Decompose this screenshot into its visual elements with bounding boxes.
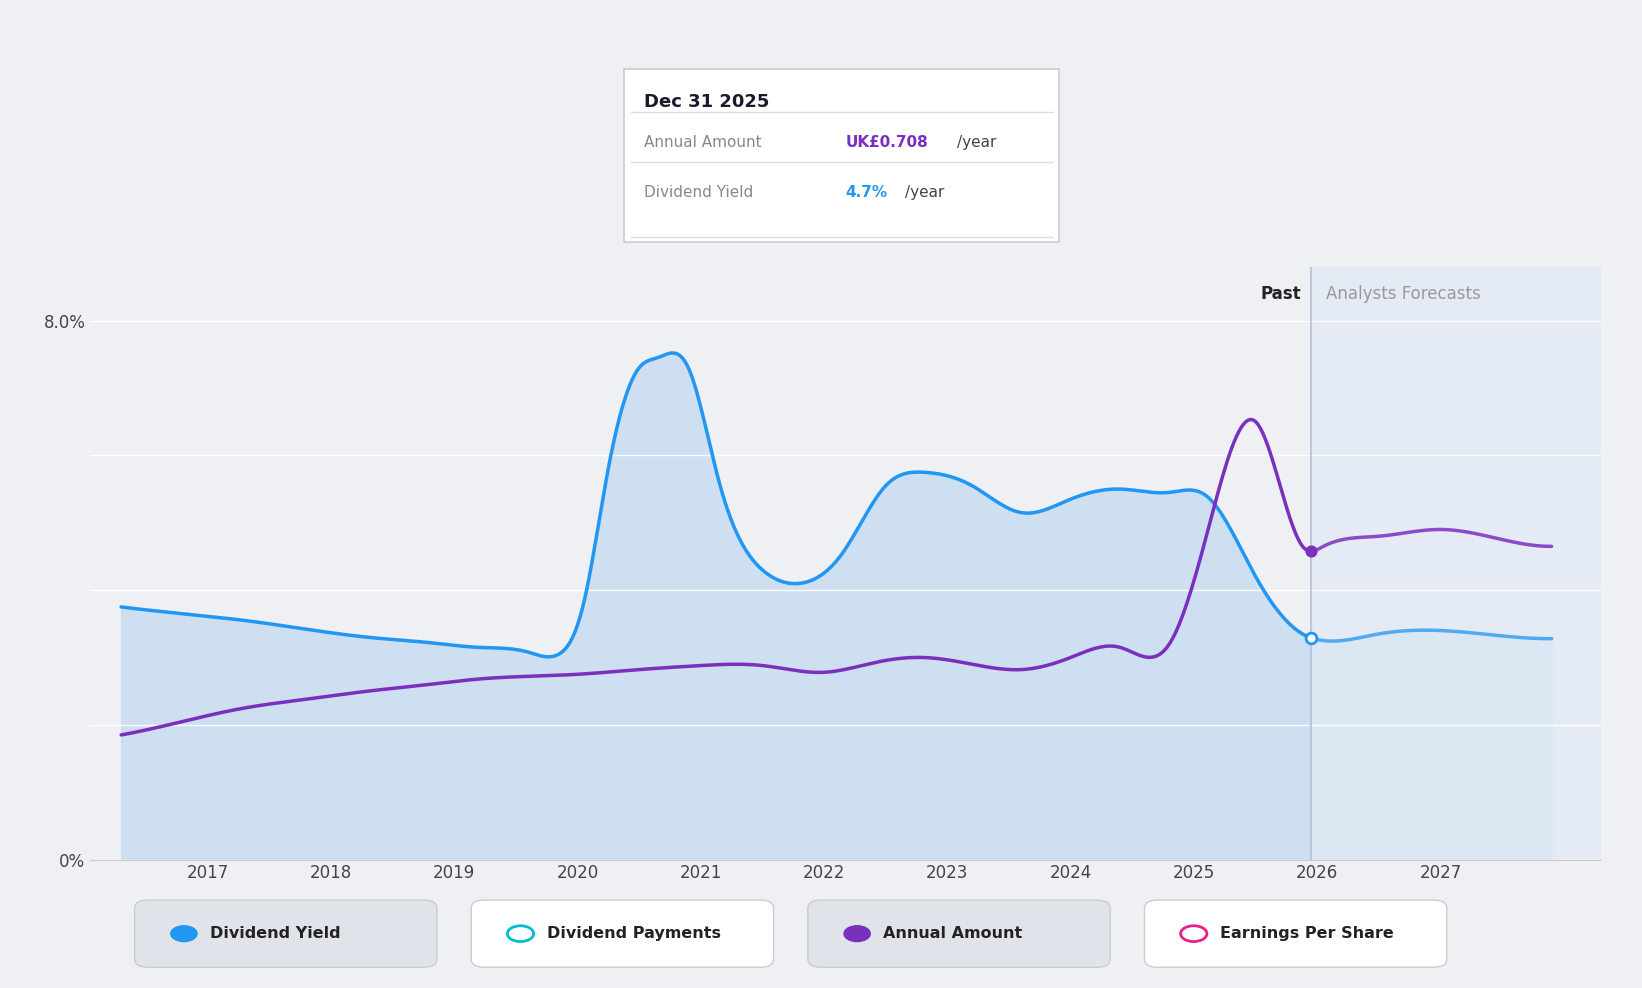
- Text: Dividend Payments: Dividend Payments: [547, 926, 721, 942]
- Text: 4.7%: 4.7%: [846, 185, 888, 200]
- Text: Dividend Yield: Dividend Yield: [644, 185, 754, 200]
- Bar: [1312, 267, 1601, 860]
- Text: /year: /year: [957, 135, 997, 150]
- Point: [1299, 543, 1325, 559]
- Text: Dec 31 2025: Dec 31 2025: [644, 93, 768, 111]
- Point: [1299, 630, 1325, 646]
- Text: UK£0.708: UK£0.708: [846, 135, 928, 150]
- Text: Annual Amount: Annual Amount: [883, 926, 1023, 942]
- Text: Dividend Yield: Dividend Yield: [210, 926, 342, 942]
- Text: /year: /year: [905, 185, 944, 200]
- Text: Earnings Per Share: Earnings Per Share: [1220, 926, 1394, 942]
- Text: Analysts Forecasts: Analysts Forecasts: [1327, 285, 1481, 302]
- Text: Annual Amount: Annual Amount: [644, 135, 762, 150]
- Text: Past: Past: [1261, 285, 1302, 302]
